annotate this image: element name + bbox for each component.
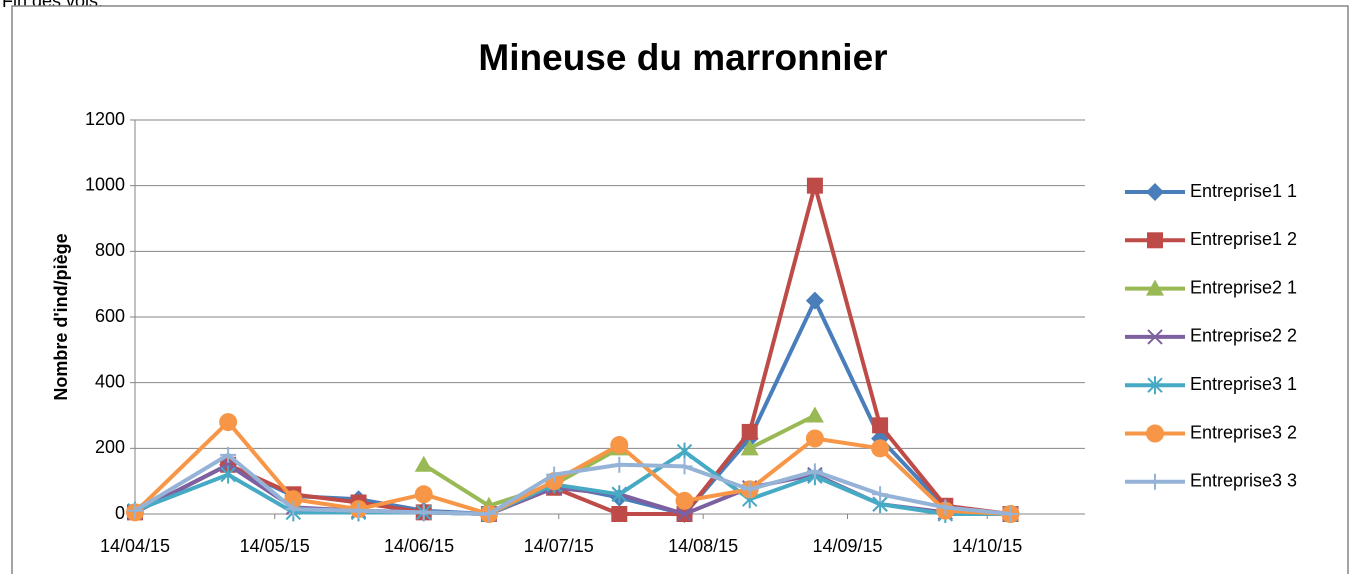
- legend-marker: [1146, 183, 1164, 201]
- data-point: [805, 291, 824, 310]
- series-line: [134, 449, 1011, 516]
- data-point: [127, 502, 143, 519]
- x-tick-label: 14/04/15: [100, 536, 170, 556]
- data-point: [220, 446, 237, 463]
- data-point: [546, 466, 563, 483]
- legend-marker: [1147, 329, 1163, 345]
- legend-label: Entreprise3 2: [1190, 422, 1297, 442]
- data-point: [220, 465, 236, 484]
- data-point: [676, 442, 693, 461]
- chart-title: Mineuse du marronnier: [478, 37, 887, 78]
- data-point: [741, 423, 758, 440]
- x-tick-label: 14/07/15: [524, 536, 594, 556]
- data-point: [872, 417, 889, 434]
- data-point: [805, 429, 824, 448]
- y-tick-label: 400: [95, 371, 125, 391]
- data-point: [740, 439, 759, 456]
- legend-marker: [1147, 376, 1163, 395]
- data-point: [611, 456, 628, 473]
- y-tick-label: 0: [115, 503, 125, 523]
- data-point: [676, 458, 693, 475]
- legend-marker: [1147, 473, 1163, 490]
- x-tick-label: 14/10/15: [952, 536, 1022, 556]
- y-tick-label: 1200: [85, 109, 125, 129]
- x-tick-label: 14/09/15: [812, 536, 882, 556]
- data-point: [414, 455, 433, 472]
- data-point: [806, 177, 823, 194]
- y-tick-label: 1000: [85, 174, 125, 194]
- series-line: [133, 420, 1011, 516]
- legend-label: Entreprise2 2: [1190, 326, 1297, 346]
- data-point: [285, 501, 302, 518]
- legend-marker: [1146, 279, 1164, 296]
- legend-label: Entreprise2 1: [1190, 277, 1297, 297]
- legend-label: Entreprise1 1: [1190, 181, 1297, 201]
- data-point: [611, 506, 628, 522]
- series-line: [134, 183, 1011, 516]
- data-point: [415, 504, 432, 521]
- y-axis-title: Nombre d'ind/piège: [51, 233, 71, 400]
- data-point: [676, 506, 693, 522]
- data-point: [1002, 506, 1019, 522]
- data-point: [871, 439, 890, 458]
- y-tick-label: 800: [95, 240, 125, 260]
- data-point: [480, 506, 497, 522]
- data-point: [350, 502, 367, 519]
- data-point: [937, 499, 954, 516]
- legend-label: Entreprise1 2: [1190, 229, 1297, 249]
- legend-marker: [1147, 232, 1163, 249]
- legend-label: Entreprise3 3: [1190, 471, 1297, 491]
- legend-marker: [1146, 424, 1164, 443]
- x-tick-label: 14/05/15: [240, 536, 310, 556]
- series-line: [133, 452, 1011, 516]
- data-point: [414, 485, 433, 504]
- data-point: [675, 491, 694, 510]
- y-tick-label: 600: [95, 306, 125, 326]
- data-point: [872, 486, 889, 503]
- data-point: [805, 406, 824, 423]
- x-tick-label: 14/08/15: [668, 536, 738, 556]
- legend-label: Entreprise3 1: [1190, 374, 1297, 394]
- data-point: [219, 413, 238, 432]
- data-point: [611, 485, 628, 504]
- data-point: [610, 436, 629, 455]
- x-tick-label: 14/06/15: [384, 536, 454, 556]
- data-point: [741, 481, 758, 498]
- data-point: [806, 463, 823, 480]
- y-tick-label: 200: [95, 437, 125, 457]
